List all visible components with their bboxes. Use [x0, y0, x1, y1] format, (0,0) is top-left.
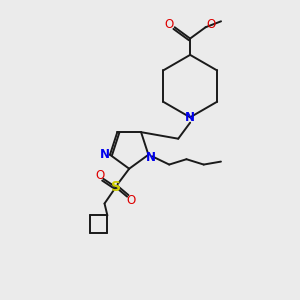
Text: O: O: [165, 18, 174, 31]
Text: O: O: [95, 169, 104, 182]
Text: N: N: [146, 151, 156, 164]
Text: N: N: [100, 148, 110, 161]
Text: O: O: [127, 194, 136, 207]
Text: N: N: [185, 111, 195, 124]
Text: S: S: [111, 180, 121, 194]
Text: O: O: [206, 18, 216, 31]
